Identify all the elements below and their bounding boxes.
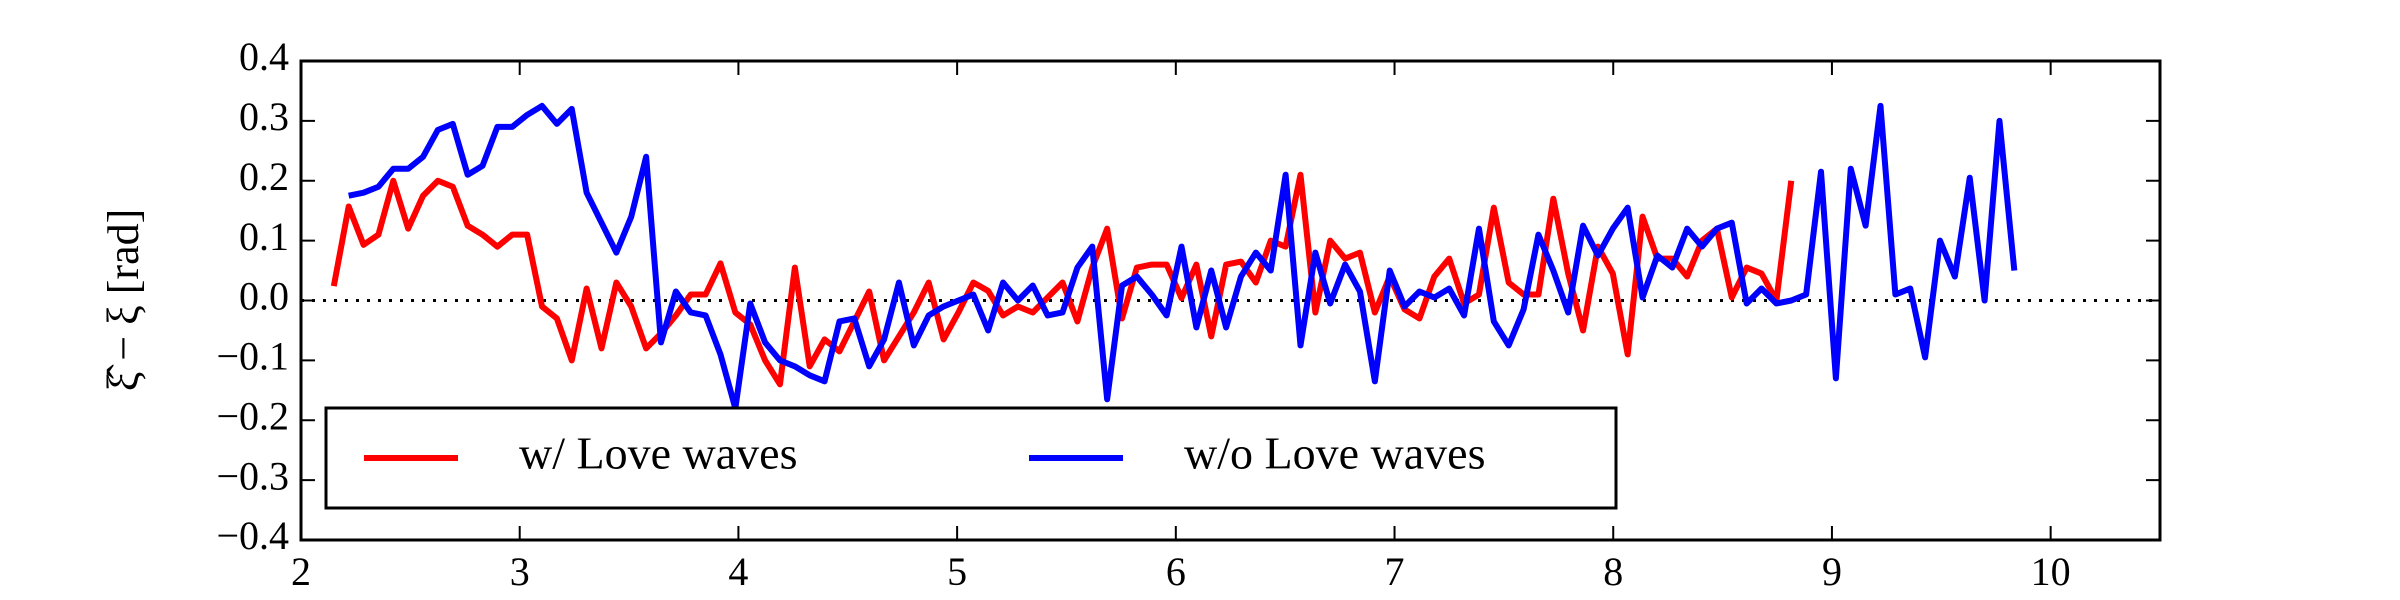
x-tick-label: 9 [1822, 549, 1842, 594]
y-tick-label: 0.1 [239, 214, 289, 259]
x-tick-label: 10 [2031, 549, 2071, 594]
legend-label: w/o Love waves [1184, 428, 1485, 479]
y-tick-label: 0.4 [239, 34, 289, 79]
x-tick-label: 8 [1603, 549, 1623, 594]
legend-label: w/ Love waves [519, 428, 797, 479]
y-tick-label: 0.2 [239, 154, 289, 199]
x-tick-label: 4 [728, 549, 748, 594]
x-tick-label: 6 [1166, 549, 1186, 594]
y-tick-label: −0.3 [216, 453, 289, 498]
y-tick-label: 0.3 [239, 94, 289, 139]
y-tick-label: −0.2 [216, 393, 289, 438]
x-tick-label: 3 [510, 549, 530, 594]
legend-box [324, 406, 1618, 510]
y-tick-label: −0.4 [216, 513, 289, 558]
legend: w/ Love waves w/o Love waves [324, 406, 1618, 510]
x-tick-label: 7 [1385, 549, 1405, 594]
y-tick-label: −0.1 [216, 334, 289, 379]
x-tick-label: 5 [947, 549, 967, 594]
y-axis-label: ξ̂ − ξ [rad] [99, 209, 148, 392]
y-tick-label: 0.0 [239, 274, 289, 319]
series-line [348, 102, 2018, 412]
series-line [330, 171, 1795, 388]
x-tick-label: 2 [291, 549, 311, 594]
